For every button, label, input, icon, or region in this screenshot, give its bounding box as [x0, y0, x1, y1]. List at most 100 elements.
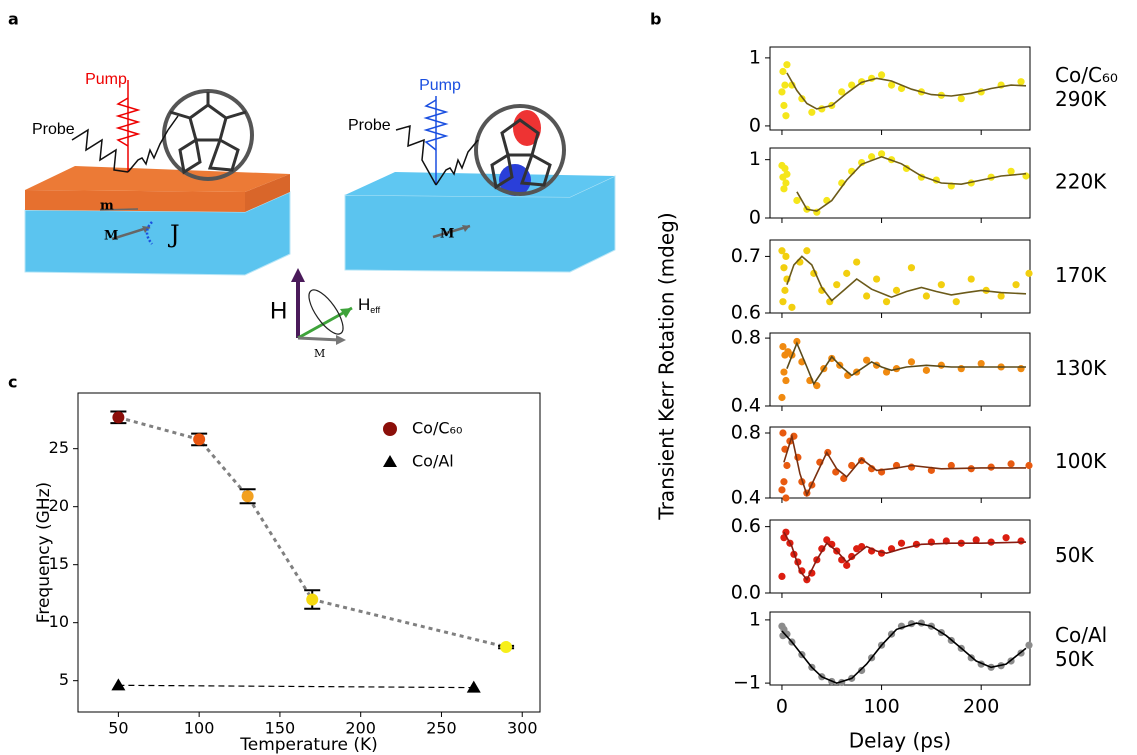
marker [783, 630, 791, 638]
marker [241, 490, 254, 503]
marker [838, 88, 846, 96]
marker [907, 463, 916, 471]
panel-label: a [8, 10, 19, 29]
marker [778, 393, 786, 402]
marker [112, 411, 125, 424]
subplot-label: 50K [1055, 647, 1094, 671]
Heff-label: Heff [358, 295, 381, 315]
plot-frame [769, 46, 1031, 131]
line [783, 531, 1027, 582]
marker [778, 88, 786, 96]
y-tick-label: 0.8 [731, 327, 761, 349]
plot-frame [77, 392, 541, 713]
marker [780, 101, 788, 110]
x-tick-label: 100 [863, 696, 899, 718]
marker [957, 95, 965, 103]
marker [848, 552, 856, 561]
marker [947, 461, 955, 470]
marker [957, 365, 965, 373]
y-tick-label: 0 [749, 207, 761, 229]
marker [1017, 78, 1025, 86]
subplot-label: Co/Al [1055, 623, 1107, 647]
marker [783, 61, 791, 69]
marker [952, 298, 960, 306]
M-label: M [104, 229, 118, 244]
line [783, 433, 1026, 497]
marker [778, 247, 786, 255]
J-label: J [167, 221, 180, 249]
H-label: H [270, 297, 287, 324]
marker [858, 457, 866, 465]
plot-frame [769, 426, 1031, 499]
marker [892, 286, 901, 294]
fullerene-polarized [474, 104, 566, 196]
subplot-label: 290K [1055, 87, 1107, 111]
marker [1025, 269, 1033, 277]
y-tick-label: −1 [733, 672, 761, 694]
x-tick-label: 200 [345, 719, 376, 738]
marker [823, 536, 831, 544]
y-tick-label: 1 [749, 148, 761, 170]
marker [853, 258, 861, 266]
marker [782, 179, 790, 187]
marker [779, 342, 787, 351]
marker [779, 67, 787, 76]
y-axis-label: Transient Kerr Rotation (mdeg) [655, 212, 679, 520]
marker [781, 164, 789, 173]
line [786, 341, 1026, 386]
y-tick-label: 0.6 [731, 515, 761, 537]
vectors [99, 208, 471, 345]
marker [193, 433, 206, 446]
marker [997, 292, 1005, 300]
y-tick-label: 0.7 [731, 245, 761, 267]
marker [1017, 365, 1025, 373]
marker [466, 680, 481, 693]
pump-label: Pump [419, 77, 461, 94]
x-axis-label: Delay (ps) [849, 729, 951, 753]
marker [782, 494, 790, 502]
marker [872, 275, 881, 283]
subplot-label: 220K [1055, 170, 1107, 194]
marker [818, 545, 826, 553]
line [118, 415, 507, 649]
Heff-sub: eff [370, 305, 380, 315]
x-tick-label: 300 [507, 719, 538, 738]
marker [977, 359, 985, 368]
marker [922, 366, 930, 374]
marker [783, 170, 791, 178]
subplot-label: 130K [1055, 356, 1107, 380]
marker [778, 486, 786, 494]
marker [793, 196, 801, 205]
x-tick-label: 50 [108, 719, 128, 738]
panel-label: b [650, 10, 661, 29]
y-tick-label: 0.4 [731, 487, 761, 509]
marker [843, 269, 851, 277]
marker [780, 185, 788, 193]
line [786, 255, 1027, 302]
marker [868, 153, 876, 161]
marker [780, 264, 788, 272]
marker [858, 666, 866, 675]
m-label: m [100, 199, 114, 214]
line [781, 622, 1027, 684]
marker [306, 593, 319, 606]
marker [1017, 537, 1025, 545]
y-tick-label: 0.6 [731, 302, 761, 324]
y-tick-label: 10 [49, 612, 69, 631]
marker [1012, 281, 1020, 289]
marker [782, 376, 790, 385]
marker [907, 358, 916, 366]
marker [783, 461, 791, 470]
line [796, 155, 1027, 212]
marker [877, 150, 886, 158]
x-axis-label: Temperature (K) [239, 735, 378, 755]
plot-frame [769, 519, 1031, 594]
marker [778, 572, 786, 581]
marker [1025, 461, 1033, 470]
beams [71, 80, 479, 186]
subplot-label: Co/C₆₀ [1055, 63, 1118, 87]
marker [788, 303, 796, 311]
marker [779, 429, 787, 437]
marker [897, 539, 906, 547]
x-tick-label: 150 [265, 719, 296, 738]
